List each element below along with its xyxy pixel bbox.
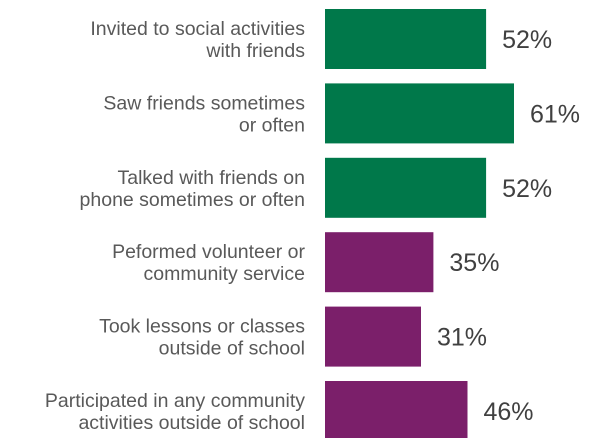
category-label-0-line-0: Invited to social activities bbox=[90, 18, 305, 40]
value-label-3: 35% bbox=[449, 249, 499, 277]
value-label-5: 46% bbox=[484, 398, 534, 426]
category-label-4: Took lessons or classes outside of school bbox=[99, 316, 305, 360]
bar-0 bbox=[325, 9, 487, 69]
category-label-2-line-0: Talked with friends on bbox=[117, 167, 305, 189]
value-label-2: 52% bbox=[502, 175, 552, 203]
bar-1 bbox=[325, 83, 514, 144]
category-label-5-line-1: activities outside of school bbox=[78, 412, 305, 434]
category-label-3-line-1: community service bbox=[144, 263, 305, 285]
category-label-3-line-0: Peformed volunteer or bbox=[112, 241, 305, 263]
category-label-4-line-0: Took lessons or classes bbox=[99, 316, 305, 338]
category-label-2-line-1: phone sometimes or often bbox=[80, 189, 305, 211]
bar-2 bbox=[325, 157, 487, 218]
category-label-1-line-0: Saw friends sometimes bbox=[103, 92, 305, 114]
category-label-1: Saw friends sometimes or often bbox=[103, 92, 305, 136]
category-label-3: Peformed volunteer or community service bbox=[112, 241, 305, 285]
bar-3 bbox=[325, 232, 434, 293]
value-label-4: 31% bbox=[437, 324, 487, 352]
bars-layer bbox=[325, 9, 514, 438]
category-label-5-line-0: Participated in any community bbox=[45, 390, 305, 412]
category-label-1-line-1: or often bbox=[239, 114, 305, 136]
category-labels-layer: Invited to social activities with friends… bbox=[45, 18, 306, 434]
category-label-2: Talked with friends on phone sometimes or… bbox=[80, 167, 305, 211]
value-label-1: 61% bbox=[530, 100, 580, 128]
value-labels-layer: 52% 61% 52% 35% 31% 46% bbox=[437, 26, 580, 426]
bar-4 bbox=[325, 306, 421, 367]
category-label-0-line-1: with friends bbox=[205, 40, 305, 62]
category-label-5: Participated in any community activities … bbox=[45, 390, 305, 434]
bar-5 bbox=[325, 381, 468, 438]
category-label-0: Invited to social activities with friends bbox=[90, 18, 305, 62]
value-label-0: 52% bbox=[502, 26, 552, 54]
category-label-4-line-1: outside of school bbox=[159, 338, 305, 360]
